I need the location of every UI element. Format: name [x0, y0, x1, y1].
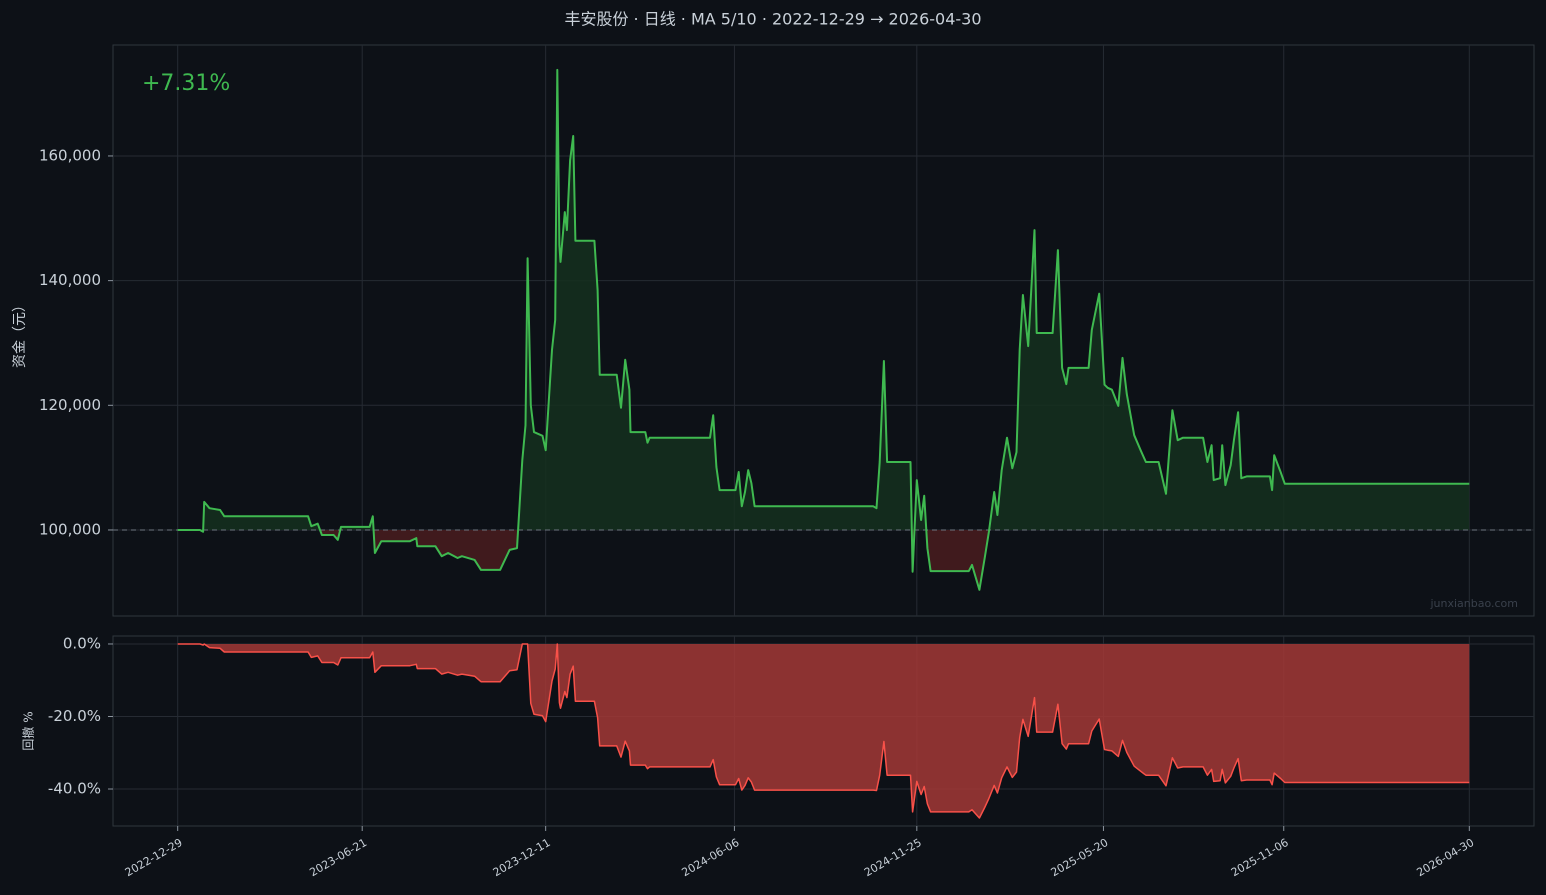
x-tick-label: 2025-11-06: [1229, 836, 1291, 879]
x-tick-label: 2024-06-06: [680, 836, 742, 879]
x-tick-label: 2022-12-29: [123, 836, 185, 879]
chart-title: 丰安股份 · 日线 · MA 5/10 · 2022-12-29 → 2026-…: [564, 10, 981, 29]
y-tick-label: -40.0%: [48, 780, 101, 798]
y-tick-label: 100,000: [39, 520, 101, 538]
marks: [113, 68, 1534, 819]
y-tick-label: 120,000: [39, 396, 101, 414]
y-tick-label: 160,000: [39, 146, 101, 164]
watermark: junxianbao.com: [1429, 597, 1518, 610]
y-tick-label: 0.0%: [63, 634, 101, 652]
y-axis-label: 资金（元）: [12, 298, 28, 368]
equity-line: [177, 68, 1470, 591]
drawdown-line: [177, 643, 1470, 819]
x-tick-label: 2026-04-30: [1414, 836, 1476, 879]
x-tick-label: 2023-12-11: [491, 836, 553, 879]
y-tick-label: 140,000: [39, 271, 101, 289]
x-tick-label: 2024-11-25: [862, 836, 924, 879]
y-tick-label: -20.0%: [48, 707, 101, 725]
loss-area: [177, 529, 1470, 590]
x-tick-label: 2023-06-21: [307, 836, 369, 879]
x-tick-label: 2025-05-20: [1049, 836, 1111, 879]
y-axis-label: 回撤 %: [21, 711, 36, 750]
annotation: +7.31%: [142, 71, 230, 96]
